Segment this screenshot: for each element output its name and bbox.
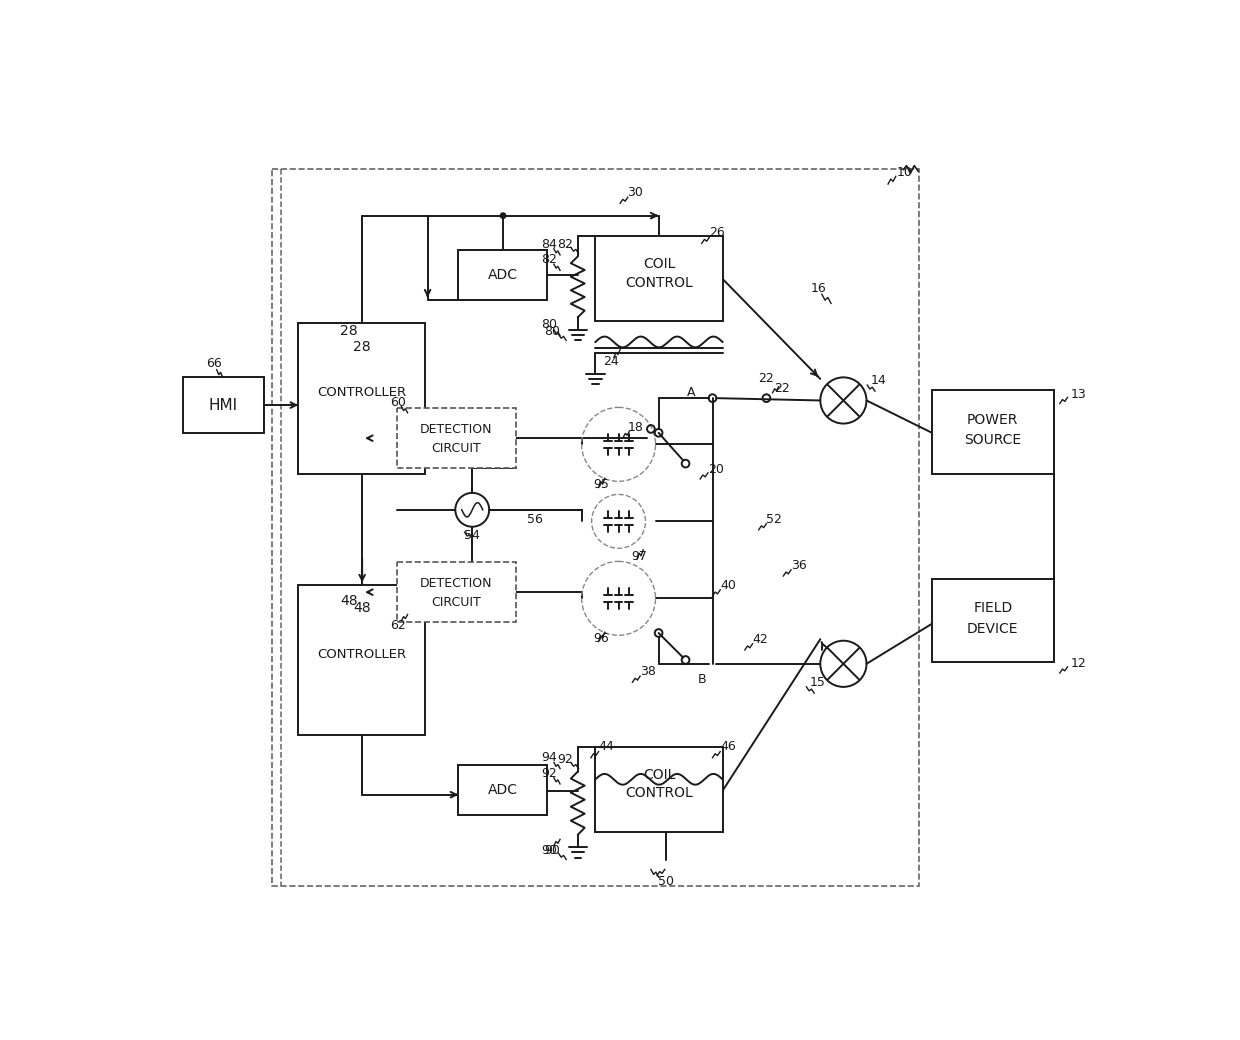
Text: 14: 14 [870, 374, 885, 387]
Text: 80: 80 [541, 318, 557, 332]
Text: 38: 38 [640, 665, 656, 678]
Text: 22: 22 [759, 372, 774, 386]
Text: 94: 94 [542, 751, 557, 764]
Text: POWER: POWER [967, 413, 1018, 426]
Text: 26: 26 [709, 226, 725, 239]
Text: 28: 28 [353, 339, 371, 354]
Text: 24: 24 [603, 356, 619, 368]
Text: 13: 13 [1070, 388, 1086, 400]
Text: 36: 36 [791, 558, 806, 572]
Text: 46: 46 [720, 740, 735, 753]
Text: 54: 54 [464, 528, 480, 542]
Text: DETECTION: DETECTION [420, 423, 492, 436]
Text: 52: 52 [766, 513, 782, 525]
Bar [182, 378, 264, 433]
Text: CONTROL: CONTROL [625, 786, 693, 800]
Text: DEVICE: DEVICE [967, 622, 1018, 636]
Text: HMI: HMI [208, 397, 238, 413]
Text: 50: 50 [658, 876, 675, 888]
Bar [595, 747, 723, 832]
Text: 60: 60 [391, 395, 407, 409]
Text: 10: 10 [897, 166, 913, 179]
Bar [459, 251, 547, 301]
Text: 90: 90 [544, 843, 560, 857]
Circle shape [501, 213, 506, 218]
Text: B: B [697, 673, 706, 685]
Bar [397, 408, 516, 468]
Text: 66: 66 [206, 357, 222, 370]
Text: 42: 42 [753, 632, 768, 646]
Bar [459, 765, 547, 815]
Bar [299, 586, 425, 735]
Text: CIRCUIT: CIRCUIT [432, 442, 481, 454]
Text: 15: 15 [810, 676, 825, 688]
Text: 28: 28 [340, 324, 358, 338]
Text: 90: 90 [542, 843, 557, 857]
Text: 48: 48 [340, 594, 358, 607]
Text: COIL: COIL [642, 257, 675, 271]
Text: 80: 80 [544, 324, 560, 338]
Text: 40: 40 [720, 578, 735, 592]
Bar [299, 323, 425, 473]
Bar [932, 579, 1054, 662]
Text: CONTROL: CONTROL [625, 276, 693, 290]
Bar [932, 390, 1054, 473]
Text: SOURCE: SOURCE [965, 434, 1022, 447]
Text: 95: 95 [593, 478, 609, 491]
Text: DETECTION: DETECTION [420, 577, 492, 591]
Text: 48: 48 [353, 601, 371, 616]
Text: FIELD: FIELD [973, 601, 1012, 616]
Text: 30: 30 [627, 186, 644, 199]
Text: 96: 96 [593, 632, 609, 645]
Text: ADC: ADC [487, 783, 517, 798]
Text: 84: 84 [542, 238, 557, 251]
Text: ADC: ADC [487, 268, 517, 282]
Text: 44: 44 [599, 740, 614, 753]
Bar [397, 563, 516, 622]
Text: CONTROLLER: CONTROLLER [317, 648, 407, 661]
Text: 92: 92 [542, 766, 557, 780]
Bar [272, 170, 919, 886]
Text: 82: 82 [542, 253, 557, 266]
Text: A: A [687, 386, 696, 399]
Text: CONTROLLER: CONTROLLER [317, 386, 407, 399]
Text: 18: 18 [627, 421, 644, 434]
Text: COIL: COIL [642, 768, 675, 782]
Text: 62: 62 [391, 619, 407, 631]
Text: 20: 20 [708, 463, 723, 476]
Text: 82: 82 [557, 238, 573, 251]
Text: 56: 56 [527, 513, 543, 525]
Text: 22: 22 [774, 382, 790, 394]
Text: 92: 92 [557, 753, 573, 765]
Text: 97: 97 [631, 549, 647, 563]
Text: 16: 16 [811, 282, 827, 294]
Text: 12: 12 [1070, 657, 1086, 671]
Bar [595, 236, 723, 321]
Text: CIRCUIT: CIRCUIT [432, 596, 481, 608]
